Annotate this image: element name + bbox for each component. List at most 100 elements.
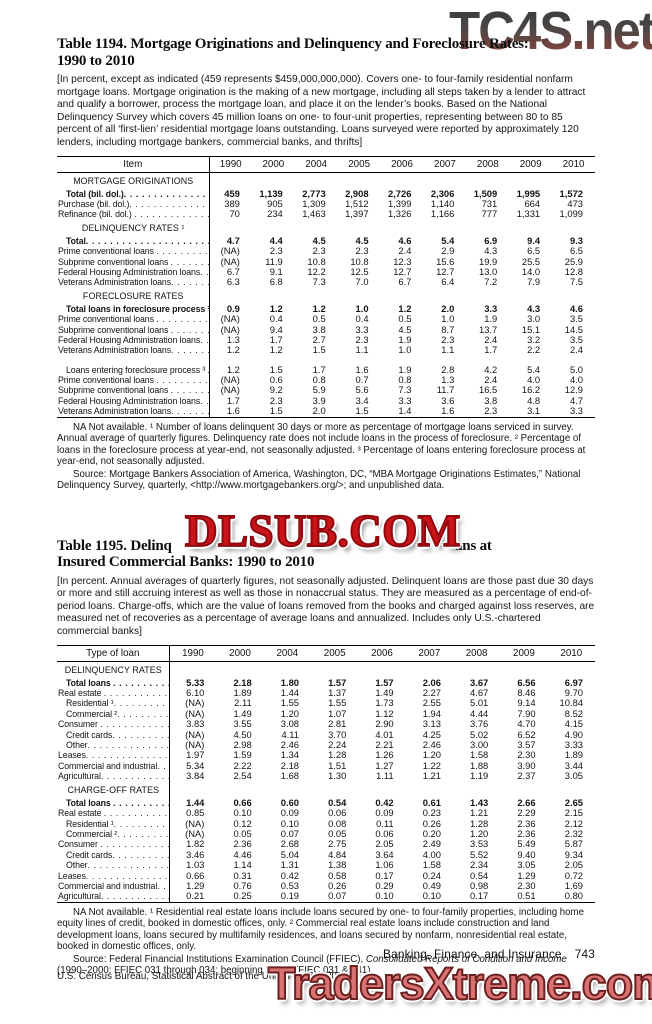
empty-cell [295, 220, 338, 236]
cell-value: 2,908 [345, 187, 369, 199]
dot-leader: . . . . . . . . . . . . . . . . . . . . … [85, 870, 168, 881]
cell-value: 1,326 [387, 208, 412, 220]
cell-value: 1.59 [233, 749, 252, 761]
cell-value: 2.36 [517, 827, 536, 839]
cell-value: 4.01 [375, 728, 394, 740]
cell-value: 3.9 [312, 394, 326, 406]
cell-value: 1.20 [422, 749, 441, 761]
cell-value: 2,726 [387, 187, 412, 199]
section-header-row: DELINQUENCY RATES ¹ [57, 219, 595, 236]
cell-value: 5.01 [470, 697, 489, 709]
year-column-header: 2010 [552, 156, 596, 173]
cell-value: 0.29 [375, 879, 394, 891]
cell-value: 1.2 [226, 363, 240, 375]
cell-value: 2.46 [422, 739, 441, 751]
table-row: Consumer . . . . . . . . . . . . . . . .… [57, 838, 595, 850]
row-label: Refinance (bil. dol.) [58, 209, 135, 220]
dot-leader: . . . . . . . . . . . . . . . . . . . . … [156, 314, 208, 325]
row-label: Subprime conventional loans [58, 385, 171, 396]
cell-value: 7.3 [398, 384, 412, 396]
cell-value: 1.7 [226, 394, 240, 406]
cell-value: 1.1 [355, 344, 369, 356]
cell-value: 0.24 [422, 869, 441, 881]
row-label-cell: Total (bil. dol.). . . . . . . . . . . .… [57, 188, 210, 199]
cell-value: 1,099 [559, 208, 584, 220]
cell-value: (NA) [185, 817, 205, 829]
cell-value: 7.0 [355, 276, 369, 288]
row-label-cell: Real estate . . . . . . . . . . . . . . … [57, 808, 170, 819]
cell-value: 0.58 [328, 869, 347, 881]
footer-chapter-line: Banking, Finance, and Insurance 743 [383, 947, 595, 961]
row-label: Other [66, 860, 88, 871]
dot-leader: . . . . . . . . . . . . . . . . . . . . … [100, 891, 168, 902]
cell-value: 2.21 [375, 739, 394, 751]
cell-value: 1.3 [441, 374, 455, 386]
empty-cell [466, 172, 509, 189]
year-column-header: 2004 [294, 156, 338, 173]
table-1194: Item 1990 2000 2004 2005 2006 2007 2008 2009 2010… [57, 155, 596, 418]
cell-value: 1,397 [345, 208, 369, 220]
cell-value: 0.17 [470, 890, 489, 902]
dot-leader: . . . . . . . . . . . . . . . . . . . . … [85, 235, 208, 246]
row-label-cell: Consumer . . . . . . . . . . . . . . . .… [57, 719, 170, 730]
row-label: Total [66, 235, 86, 246]
cell-value: 3.53 [470, 838, 489, 850]
cell-value: 3.83 [186, 718, 205, 730]
year-column-header: 2000 [216, 645, 264, 662]
row-label-cell: Veterans Administration loans. . . . . .… [57, 277, 210, 288]
cell-value: 1.27 [375, 759, 394, 771]
cell-value: 1.49 [375, 687, 394, 699]
cell-value: 12.7 [436, 266, 455, 277]
row-label: Commercial ² [66, 828, 118, 839]
cell-value: 4.6 [398, 234, 412, 246]
cell-value: 2.98 [233, 739, 252, 751]
cell-value: 0.5 [398, 313, 412, 325]
year-column-header: 2009 [500, 645, 548, 662]
cell-value: 5.52 [470, 848, 489, 860]
cell-value: 4.46 [233, 848, 252, 860]
cell-value: 9.70 [564, 687, 583, 699]
empty-cell [381, 172, 424, 189]
table-row: Commercial ². . . . . . . . . . . . . . … [57, 827, 595, 840]
dot-leader: . . . . . . . . . . . . . . . . . . . . … [156, 246, 208, 257]
cell-value: 1.11 [376, 770, 394, 782]
table-row: Prime conventional loans . . . . . . . .… [57, 313, 595, 325]
cell-value: 2.05 [564, 859, 583, 871]
row-label-cell: Other. . . . . . . . . . . . . . . . . .… [57, 740, 170, 751]
table-1195: Type of loan 1990 2000 2004 2005 2006 2007 2008… [57, 644, 595, 903]
year-column-header: 1990 [209, 156, 252, 173]
cell-value: 2.18 [280, 759, 299, 771]
row-label: Subprime conventional loans [58, 324, 171, 335]
cell-value: 1,139 [259, 187, 283, 199]
cell-value: 0.80 [564, 890, 583, 902]
cell-value: 1.9 [398, 334, 412, 346]
row-label-cell: Total loans . . . . . . . . . . . . . . … [57, 797, 170, 809]
cell-value: 0.9 [226, 302, 240, 314]
cell-value: 0.10 [422, 890, 441, 902]
row-label-cell: Real estate . . . . . . . . . . . . . . … [57, 688, 170, 699]
table-row: Residential ¹. . . . . . . . . . . . . .… [57, 817, 595, 829]
cell-value: 7.90 [517, 707, 536, 719]
cell-value: 0.49 [422, 879, 441, 891]
stub-column-header: Item [57, 156, 210, 173]
cell-value: 1.20 [470, 827, 489, 839]
cell-value: 0.10 [280, 817, 299, 829]
cell-value: 0.09 [375, 807, 394, 819]
table-row: Federal Housing Administration loans. . … [57, 334, 595, 346]
cell-value: 25.9 [564, 255, 584, 267]
section-header-row: FORECLOSURE RATES [57, 287, 595, 304]
cell-value: 2.27 [422, 687, 441, 699]
year-column-header: 2006 [380, 156, 424, 173]
empty-cell [500, 661, 547, 678]
cell-value: 3.3 [398, 394, 412, 406]
cell-value: 1.6 [441, 405, 455, 417]
cell-value: 2.0 [441, 302, 455, 314]
row-label-cell: Purchase (bil. dol.). . . . . . . . . . … [57, 198, 210, 210]
cell-value: 1,572 [559, 187, 584, 199]
cell-value: 1.9 [484, 313, 498, 325]
table-row: Federal Housing Administration loans. . … [57, 394, 595, 407]
dot-leader: . . . . . . . . . . . . . . . . . . . . … [171, 345, 208, 356]
cell-value: 4.5 [398, 323, 412, 335]
row-label: Total loans [66, 797, 114, 808]
cell-value: 0.42 [280, 869, 299, 881]
